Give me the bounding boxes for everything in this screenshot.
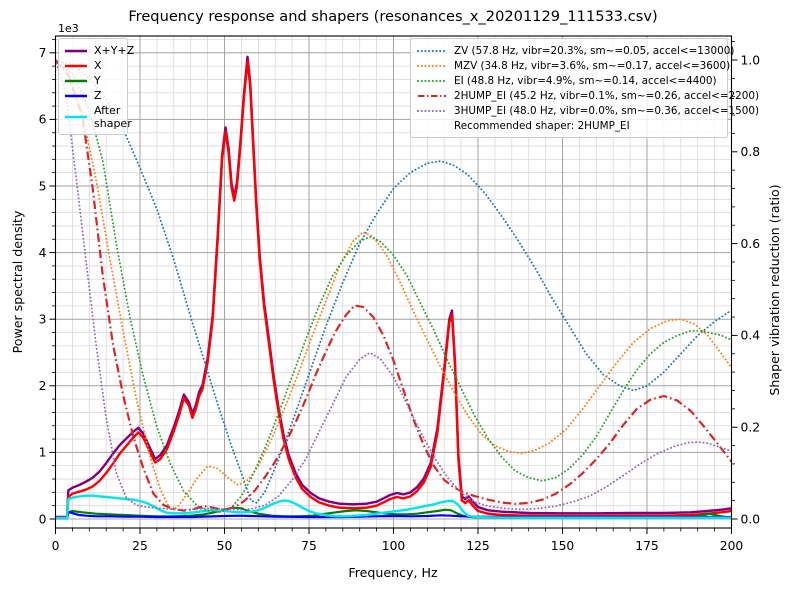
legend-item-3hump-ei: 3HUMP_EI (48.0 Hz, vibr=0.0%, sm~=0.36, … [417, 103, 759, 118]
legend-line-sample [64, 76, 88, 86]
series-zv [55, 59, 732, 504]
curves [55, 55, 732, 520]
y-left-tick-label: 6 [39, 113, 47, 127]
legend-item-ei: EI (48.8 Hz, vibr=4.9%, sm~=0.14, accel<… [417, 73, 721, 88]
y-left-tick-label: 7 [39, 46, 47, 60]
legend-line-sample [64, 112, 88, 122]
x-tick-label: 50 [217, 539, 233, 553]
legend-item-x: X [64, 58, 122, 73]
legend-item-label: MZV (34.8 Hz, vibr=3.6%, sm~=0.17, accel… [454, 59, 731, 72]
legend-item-zv: ZV (57.8 Hz, vibr=20.3%, sm~=0.05, accel… [417, 43, 734, 58]
x-tick-label: 100 [382, 539, 405, 553]
legend-item-label: ZV (57.8 Hz, vibr=20.3%, sm~=0.05, accel… [454, 44, 735, 57]
y-left-tick-label: 0 [39, 512, 47, 526]
legend-item-mzv: MZV (34.8 Hz, vibr=3.6%, sm~=0.17, accel… [417, 58, 730, 73]
series-2hump-ei [55, 59, 732, 512]
y-right-tick-label: 0.0 [741, 512, 761, 526]
x-tick-label: 25 [132, 539, 148, 553]
legend-recommended-row: Recommended shaper: 2HUMP_EI [417, 118, 721, 133]
x-tick-label: 175 [635, 539, 658, 553]
x-tick-label: 75 [301, 539, 317, 553]
y-axis-offset-text: 1e3 [58, 22, 79, 35]
x-tick-label: 200 [720, 539, 743, 553]
legend-item-label: EI (48.8 Hz, vibr=4.9%, sm~=0.14, accel<… [454, 74, 717, 87]
y-left-tick-label: 4 [39, 246, 47, 260]
series-after-shaper [55, 494, 732, 520]
legend-item-label: Y [94, 74, 101, 88]
legend-item-label: X+Y+Z [94, 43, 135, 57]
axes-frame: 0 25 50 75 100 125 150 175 200 0 1 2 3 4 5 6 7 0.0 0.2 0.4 0… [39, 35, 761, 553]
legend-item-label: 2HUMP_EI (45.2 Hz, vibr=0.1%, sm~=0.26, … [454, 89, 760, 102]
y-left-tick-label: 5 [39, 179, 47, 193]
y-right-tick-label: 1.0 [741, 53, 761, 67]
legend-item-2hump-ei: 2HUMP_EI (45.2 Hz, vibr=0.1%, sm~=0.26, … [417, 88, 759, 103]
legend-item-y: Y [64, 73, 122, 88]
x-tick-label: 125 [466, 539, 489, 553]
y-left-tick-label: 3 [39, 313, 47, 327]
legend-item-label: X [94, 59, 102, 73]
legend-psd: X+Y+Z X Y Z After shaper [58, 38, 134, 135]
legend-item-label: 3HUMP_EI (48.0 Hz, vibr=0.0%, sm~=0.36, … [454, 104, 760, 117]
series-z [55, 511, 732, 520]
y-left-tick-label: 2 [39, 379, 47, 393]
legend-item-label: After shaper [94, 103, 132, 131]
legend-line-sample [64, 91, 88, 101]
legend-shapers: ZV (57.8 Hz, vibr=20.3%, sm~=0.05, accel… [410, 38, 759, 138]
legend-line-sample [64, 61, 88, 71]
legend-item-after-shaper: After shaper [64, 104, 132, 131]
legend-item-label: Z [94, 89, 102, 103]
y-right-tick-label: 0.2 [741, 421, 761, 435]
y-right-tick-label: 0.4 [741, 329, 761, 343]
grid [55, 36, 732, 528]
y-right-tick-label: 0.6 [741, 237, 761, 251]
x-tick-label: 150 [551, 539, 574, 553]
chart-title: Frequency response and shapers (resonanc… [128, 8, 657, 25]
x-axis-label: Frequency, Hz [348, 565, 438, 580]
y-right-tick-label: 0.8 [741, 145, 761, 159]
series-ei [55, 59, 732, 514]
y-left-tick-label: 1 [39, 446, 47, 460]
legend-line-sample [417, 76, 447, 86]
y-axis-right-label: Shaper vibration reduction (ratio) [767, 184, 782, 395]
legend-line-sample [417, 46, 447, 56]
legend-line-sample [417, 91, 447, 101]
recommended-shaper-text: Recommended shaper: 2HUMP_EI [454, 120, 630, 133]
legend-item-x-y-z: X+Y+Z [64, 43, 134, 58]
series-3hump-ei [55, 59, 732, 511]
legend-line-sample [417, 61, 447, 71]
legend-line-sample [417, 106, 447, 116]
x-tick-label: 0 [52, 539, 60, 553]
legend-line-sample [64, 46, 88, 56]
legend-item-z: Z [64, 89, 122, 104]
y-axis-left-label: Power spectral density [10, 210, 25, 353]
